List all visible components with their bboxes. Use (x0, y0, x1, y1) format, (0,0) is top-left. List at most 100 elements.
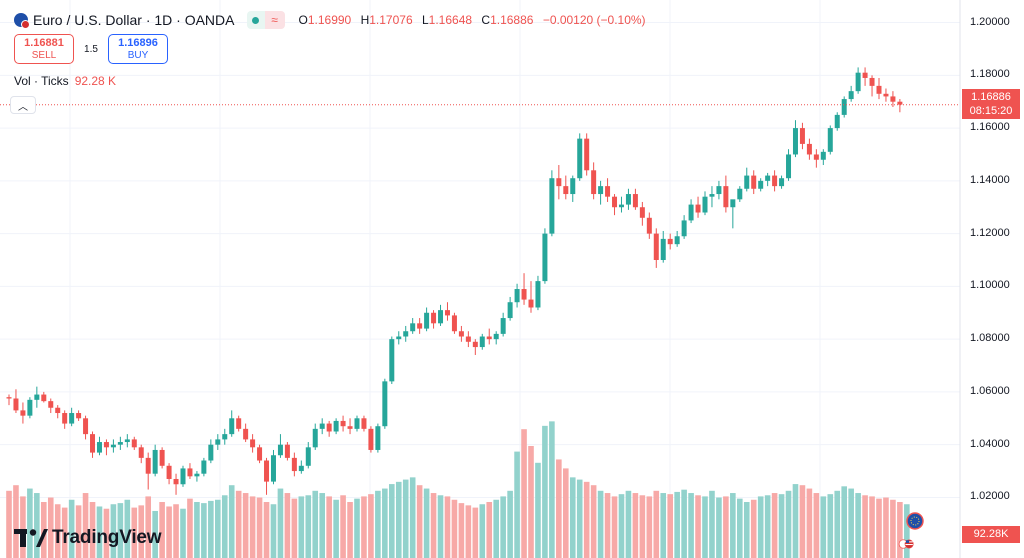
candle-body (326, 423, 332, 432)
candle-body (737, 188, 743, 200)
candle-body (862, 72, 868, 78)
candle-body (250, 439, 256, 448)
candle-body (229, 418, 235, 435)
candle-body (695, 204, 701, 213)
candle-body (632, 194, 638, 208)
buy-label: BUY (127, 49, 149, 61)
volume-bar (110, 504, 117, 558)
candle-body (598, 186, 604, 195)
volume-bar (827, 494, 834, 558)
candle-body (27, 399, 33, 416)
candle-body (646, 217, 652, 234)
candle-body (166, 465, 172, 479)
volume-bar (514, 451, 520, 558)
eu-flag-icon[interactable] (906, 512, 924, 530)
volume-bar (730, 493, 736, 558)
volume-bar (138, 505, 145, 558)
candle-body (41, 394, 47, 402)
candle-body (639, 207, 645, 218)
collapse-legend-button[interactable]: ︿ (10, 96, 36, 114)
candlesticks (6, 67, 903, 495)
volume-bar (667, 494, 673, 558)
volume-bar (576, 479, 583, 558)
volume-bar (166, 506, 172, 558)
volume-bar (486, 502, 493, 558)
volume-bar (563, 468, 569, 558)
candle-body (333, 420, 339, 432)
candle-body (410, 323, 416, 332)
candle-body (618, 204, 624, 208)
ohlc-values: O1.16990 H1.17076 L1.16648 C1.16886 −0.0… (298, 13, 646, 27)
candle-body (236, 418, 242, 429)
candle-body (138, 447, 144, 458)
candle-body (841, 99, 847, 115)
volume-bar (737, 498, 743, 558)
candle-body (277, 444, 283, 456)
volume-bar (646, 496, 653, 558)
candle-body (62, 413, 68, 424)
volume-bar (354, 498, 360, 558)
tradingview-logo[interactable]: TradingView (14, 527, 162, 549)
candle-body (270, 455, 276, 482)
candle-body (48, 401, 54, 408)
volume-bar (361, 496, 367, 558)
candle-body (103, 442, 109, 448)
candle-body (6, 397, 12, 399)
price-axis-tick: 1.04000 (970, 437, 1010, 450)
candle-body (479, 336, 485, 348)
candle-body (347, 426, 353, 429)
candle-body (605, 186, 611, 197)
sell-label: SELL (31, 49, 57, 61)
volume-bar (270, 504, 277, 558)
candle-body (117, 442, 123, 445)
candle-body (799, 128, 805, 144)
buy-price: 1.16896 (118, 36, 158, 49)
candle-body (792, 128, 798, 155)
candle-body (514, 289, 520, 303)
candle-body (55, 407, 61, 414)
price-axis-tick: 1.02000 (970, 490, 1010, 503)
candle-body (507, 302, 513, 319)
spread-value: 1.5 (84, 43, 98, 55)
volume-bar (458, 503, 465, 558)
volume-bar (542, 425, 548, 558)
volume-bar (764, 495, 771, 558)
volume-bar (465, 505, 472, 558)
volume-bar (813, 493, 820, 558)
volume-legend[interactable]: Vol · Ticks 92.28 K (14, 74, 116, 88)
volume-bar (890, 499, 896, 558)
candle-body (124, 439, 130, 443)
volume-bar (305, 495, 312, 558)
volume-bar (785, 490, 792, 558)
volume-bar (284, 493, 291, 558)
candle-body (716, 186, 722, 195)
candle-body (584, 138, 590, 171)
buy-button[interactable]: 1.16896 BUY (108, 34, 168, 64)
eur-usd-pair-icon[interactable] (898, 535, 916, 553)
candle-body (772, 175, 778, 187)
volume-bar (535, 462, 541, 558)
volume-bar (590, 485, 597, 558)
volume-bar (702, 496, 708, 558)
market-status-badge[interactable]: ≈ (246, 11, 285, 29)
sell-price: 1.16881 (24, 36, 64, 49)
volume-bar (757, 496, 764, 558)
volume-bar (409, 477, 416, 558)
volume-bar (841, 486, 847, 558)
volume-bar (681, 489, 687, 558)
volume-bar (201, 503, 207, 558)
volume-bar (228, 485, 235, 558)
sell-button[interactable]: 1.16881 SELL (14, 34, 74, 64)
volume-bar (855, 493, 861, 558)
symbol-title[interactable]: Euro / U.S. Dollar · 1D · OANDA (33, 12, 235, 28)
volume-bar (723, 496, 729, 558)
volume-bar (625, 490, 632, 558)
candle-body (890, 96, 896, 102)
candle-body (131, 439, 137, 448)
volume-bar (437, 495, 444, 558)
volume-bar (145, 496, 151, 558)
candle-body (438, 310, 444, 324)
price-axis-tick: 1.16000 (970, 121, 1010, 134)
countdown-label: 08:15:20 (969, 105, 1013, 117)
